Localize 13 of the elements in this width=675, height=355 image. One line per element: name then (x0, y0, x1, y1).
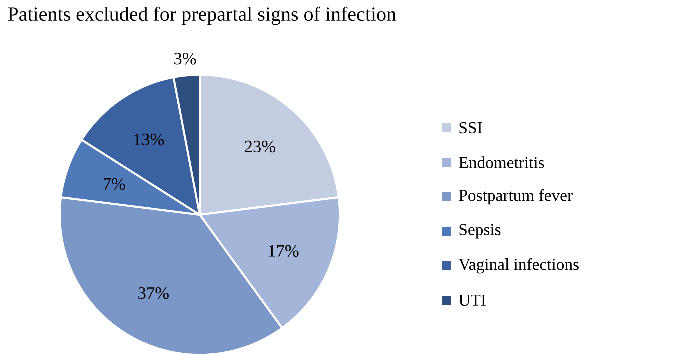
chart-title: Patients excluded for prepartal signs of infection (8, 6, 396, 26)
legend-label: Postpartum fever (459, 189, 573, 205)
data-label: 23% (245, 140, 276, 153)
legend-label: UTI (459, 294, 486, 306)
data-label: 7% (104, 178, 126, 190)
data-label: 3% (174, 53, 196, 65)
legend-label: Sepsis (460, 224, 501, 239)
data-label: 13% (134, 134, 164, 146)
legend-label: Endometritis (459, 156, 544, 168)
data-label: 17% (269, 245, 299, 258)
data-label: 37% (138, 287, 169, 300)
legend-label: Vaginal infections (458, 258, 579, 274)
legend-label: SSI (460, 122, 482, 134)
